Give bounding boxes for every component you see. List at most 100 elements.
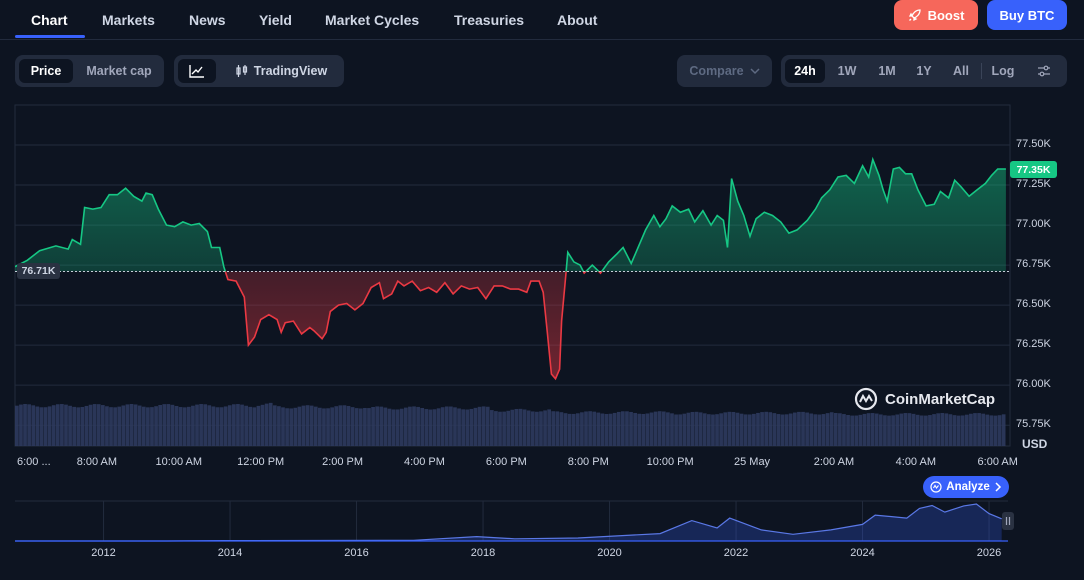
overview-x-tick-label: 2026 — [976, 547, 1002, 559]
volume-bar — [113, 407, 117, 446]
line-chart-button[interactable] — [178, 59, 216, 83]
volume-bar — [47, 406, 52, 446]
volume-bar — [661, 411, 666, 446]
tab-about[interactable]: About — [557, 12, 598, 28]
volume-bar — [408, 406, 412, 446]
volume-bar — [395, 409, 400, 446]
volume-bar — [670, 413, 674, 446]
volume-bar — [809, 413, 814, 446]
range-24h[interactable]: 24h — [785, 59, 825, 83]
volume-bar — [96, 404, 101, 446]
price-line-down — [224, 271, 603, 381]
volume-bar — [326, 408, 330, 446]
volume-bar — [473, 407, 478, 446]
buy-btc-button[interactable]: Buy BTC — [987, 0, 1067, 30]
volume-bar — [76, 407, 81, 446]
volume-bar — [346, 405, 351, 446]
volume-bar — [862, 413, 867, 446]
volume-bar — [146, 407, 150, 446]
volume-bar — [137, 405, 142, 446]
chevron-down-icon — [750, 68, 760, 75]
volume-bar — [698, 412, 703, 446]
volume-bar — [588, 411, 592, 446]
volume-bar — [432, 409, 437, 446]
volume-bar — [747, 414, 752, 446]
volume-bar — [166, 404, 171, 446]
marketcap-toggle-button[interactable]: Market cap — [86, 64, 152, 78]
volume-bar — [465, 409, 470, 446]
volume-bar — [322, 408, 326, 446]
volume-bar — [653, 411, 658, 446]
volume-bar — [80, 406, 85, 446]
tab-markets[interactable]: Markets — [102, 12, 155, 28]
volume-bar — [854, 415, 859, 446]
tab-treasuries[interactable]: Treasuries — [454, 12, 525, 28]
tab-market-cycles[interactable]: Market Cycles — [325, 12, 420, 28]
volume-bar — [498, 411, 502, 446]
volume-bar — [616, 411, 621, 446]
volume-bar — [690, 411, 695, 446]
price-toggle-button[interactable]: Price — [19, 59, 73, 83]
chart-style-toggle: TradingView — [174, 55, 344, 87]
volume-bar — [264, 403, 269, 446]
volume-bar — [309, 405, 314, 446]
volume-bar — [743, 414, 748, 446]
volume-bar — [555, 411, 560, 446]
volume-bar — [64, 404, 68, 446]
range-1w[interactable]: 1W — [837, 64, 857, 78]
volume-bar — [117, 406, 122, 446]
log-scale-button[interactable]: Log — [991, 64, 1015, 78]
volume-bar — [940, 413, 945, 446]
overview-drag-handle[interactable] — [1002, 512, 1014, 530]
boost-button[interactable]: Boost — [894, 0, 978, 30]
volume-bar — [780, 414, 785, 446]
volume-bar — [199, 404, 203, 446]
volume-bar — [428, 409, 433, 446]
volume-bar — [948, 414, 953, 446]
x-tick-label: 6:00 AM — [977, 456, 1018, 468]
volume-bar — [141, 406, 146, 446]
tab-chart[interactable]: Chart — [31, 12, 68, 28]
volume-bar — [252, 407, 257, 446]
overview-x-tick-label: 2020 — [597, 547, 622, 559]
volume-bar — [436, 408, 441, 446]
volume-bar — [969, 413, 973, 446]
range-selector: 24h 1W 1M 1Y All Log — [781, 55, 1067, 87]
volume-bar — [354, 408, 359, 446]
volume-bar — [43, 407, 48, 446]
volume-bar — [571, 413, 576, 446]
volume-bar — [985, 414, 990, 446]
overview-x-tick-label: 2022 — [723, 547, 749, 559]
volume-bar — [858, 414, 863, 446]
tradingview-button[interactable]: TradingView — [224, 59, 338, 83]
volume-bar — [51, 405, 56, 446]
volume-bar — [997, 415, 1002, 446]
volume-bar — [375, 406, 380, 446]
analyze-button[interactable]: Analyze — [923, 476, 1009, 498]
range-1y[interactable]: 1Y — [916, 64, 932, 78]
sliders-icon — [1038, 65, 1050, 77]
overview-x-tick-label: 2018 — [470, 547, 496, 559]
volume-bar — [629, 411, 633, 446]
volume-bar — [92, 404, 97, 446]
volume-bar — [535, 411, 539, 446]
overview-chart[interactable] — [15, 500, 1008, 542]
chart-settings-button[interactable] — [1027, 59, 1061, 83]
volume-bar — [150, 407, 154, 446]
range-1m[interactable]: 1M — [878, 64, 896, 78]
x-tick-label: 4:00 PM — [403, 456, 445, 468]
volume-bar — [764, 411, 769, 446]
volume-bar — [481, 406, 486, 446]
overview-x-tick-label: 2016 — [344, 547, 369, 559]
volume-bar — [981, 413, 986, 446]
tab-yield[interactable]: Yield — [259, 12, 292, 28]
volume-bar — [174, 406, 179, 446]
volume-bar — [772, 413, 777, 446]
volume-bar — [15, 405, 19, 446]
volume-bar — [911, 413, 916, 446]
volume-bar — [702, 413, 707, 446]
tab-news[interactable]: News — [189, 12, 226, 28]
range-all[interactable]: All — [953, 64, 969, 78]
compare-dropdown[interactable]: Compare — [677, 55, 772, 87]
